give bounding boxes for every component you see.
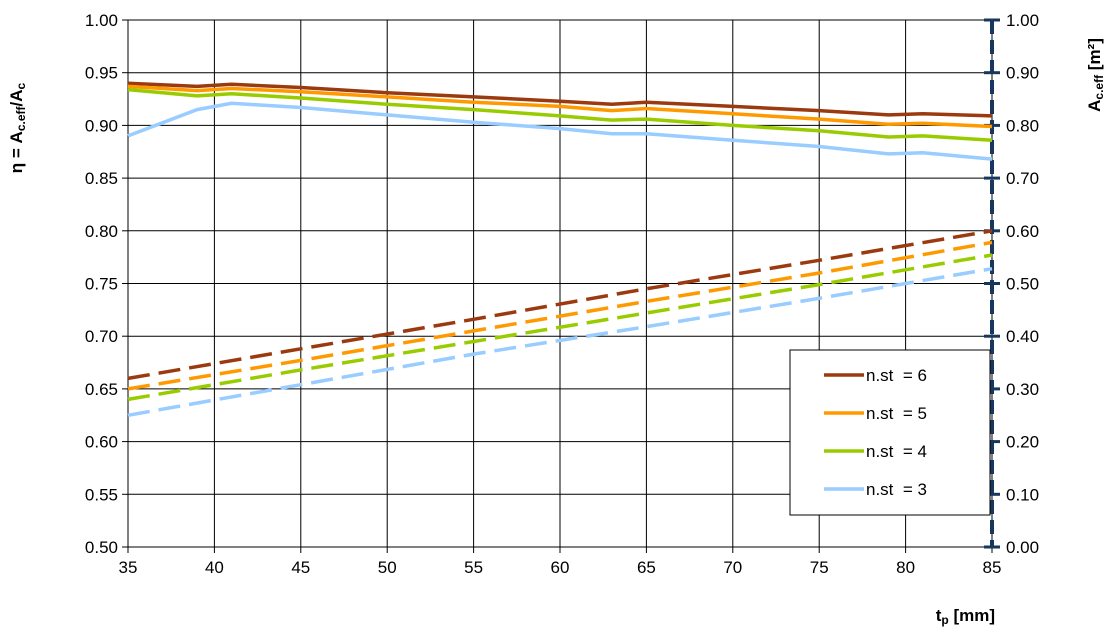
y2-tick-label: 0.50 [1006,275,1039,294]
legend-label: n.st = 6 [866,366,927,385]
y-axis-label-part: η = A [7,131,26,173]
y2-tick-label: 0.20 [1006,433,1039,452]
x-tick-label: 50 [378,558,397,577]
y2-axis-label-part: c.eff [1092,74,1106,100]
x-axis-label: tp [mm] [936,606,995,627]
series-line [127,253,993,402]
y-tick-label: 0.70 [85,327,118,346]
y-tick-label: 0.90 [85,116,118,135]
y2-tick-label: 0.80 [1006,116,1039,135]
x-axis-label-part: p [941,613,948,627]
y2-axis-label-part: [m²] [1085,38,1104,75]
x-tick-label: 75 [810,558,829,577]
x-tick-label: 80 [896,558,915,577]
y-tick-label: 0.85 [85,169,118,188]
legend-label: n.st = 5 [866,404,927,423]
y-tick-label: 0.55 [85,485,118,504]
y-tick-label: 0.80 [85,222,118,241]
legend-label: n.st = 4 [866,442,927,461]
y2-tick-label: 1.00 [1006,11,1039,30]
y2-tick-label: 0.30 [1006,380,1039,399]
x-axis-label-part: t [936,606,942,625]
x-axis-label-part: [mm] [949,606,995,625]
y2-tick-label: 0.70 [1006,169,1039,188]
y-tick-label: 0.60 [85,433,118,452]
x-tick-label: 55 [464,558,483,577]
y2-axis-label: Ac.eff [m²] [1085,38,1106,112]
legend-box [789,349,991,516]
y2-tick-label: 0.10 [1006,485,1039,504]
y-tick-label: 1.00 [85,11,118,30]
series-line [127,81,993,118]
x-tick-label: 35 [119,558,138,577]
y-tick-label: 0.75 [85,275,118,294]
y2-axis-label-part: A [1085,100,1104,112]
x-tick-label: 60 [551,558,570,577]
series-line [127,87,993,142]
x-tick-label: 65 [637,558,656,577]
y-tick-label: 0.50 [85,538,118,557]
y-axis-label: η = Ac.eff/Ac [7,82,28,173]
series-line [127,229,993,381]
y2-tick-label: 0.60 [1006,222,1039,241]
x-tick-label: 45 [291,558,310,577]
series-line [127,84,993,129]
y-axis-label-part: c.eff [14,105,28,131]
legend-label: n.st = 3 [866,480,927,499]
y-axis-label-part: c [14,82,28,89]
y2-tick-label: 0.40 [1006,327,1039,346]
y-tick-label: 0.65 [85,380,118,399]
x-tick-label: 70 [723,558,742,577]
x-tick-label: 40 [205,558,224,577]
series-line [127,101,993,161]
y2-tick-label: 0.00 [1006,538,1039,557]
series-line [127,266,993,418]
series-line [127,240,993,391]
y-tick-label: 0.95 [85,64,118,83]
x-tick-label: 85 [983,558,1002,577]
y-axis-label-part: /A [7,89,26,106]
y2-tick-label: 0.90 [1006,64,1039,83]
